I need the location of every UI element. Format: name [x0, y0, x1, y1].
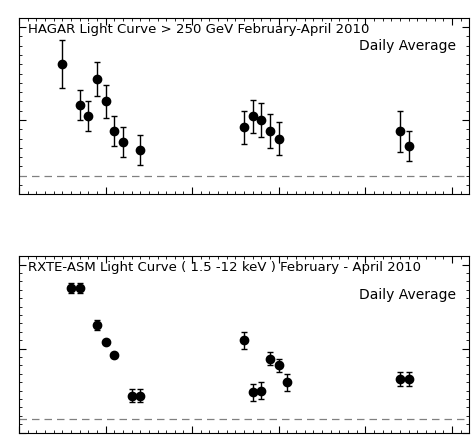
Text: Daily Average: Daily Average	[359, 39, 456, 53]
Text: HAGAR Light Curve > 250 GeV February-April 2010: HAGAR Light Curve > 250 GeV February-Apr…	[28, 23, 369, 36]
Text: RXTE-ASM Light Curve ( 1.5 -12 keV ) February - April 2010: RXTE-ASM Light Curve ( 1.5 -12 keV ) Feb…	[28, 261, 421, 274]
Text: Daily Average: Daily Average	[359, 288, 456, 302]
